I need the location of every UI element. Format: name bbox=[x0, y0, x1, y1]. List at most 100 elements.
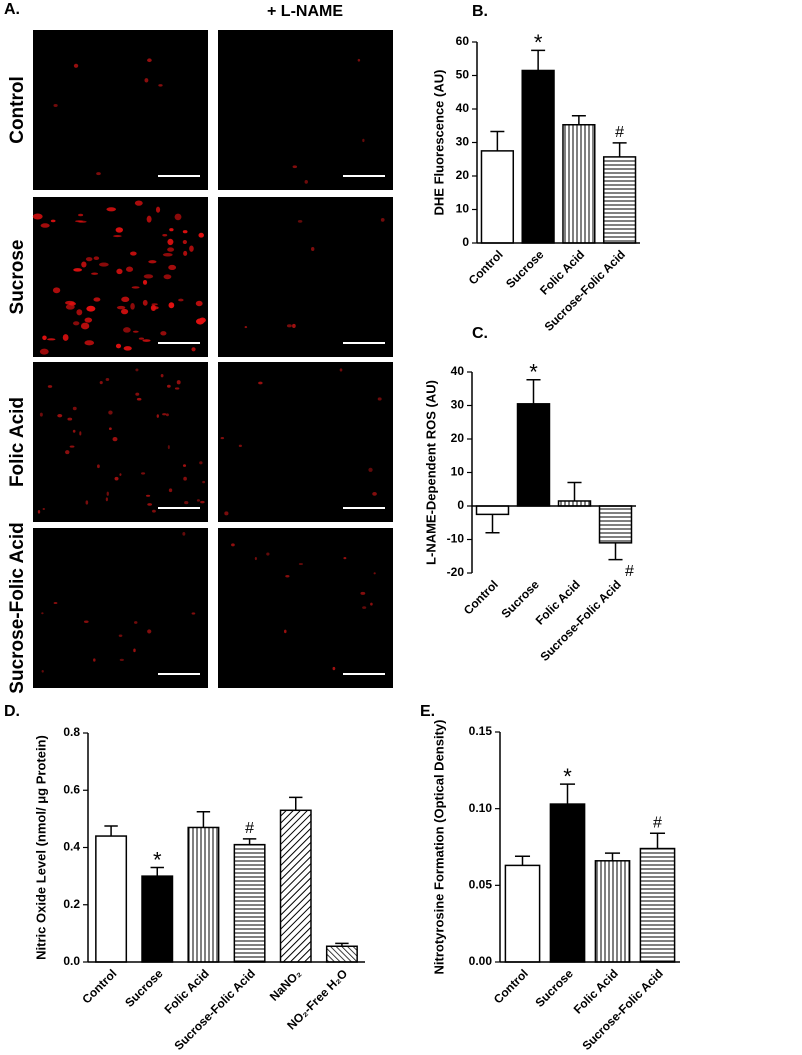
error-bar bbox=[567, 481, 582, 501]
fluorescence-spot bbox=[380, 218, 385, 222]
fluorescence-spot bbox=[370, 602, 373, 606]
fluorescence-spot bbox=[99, 381, 103, 385]
fluorescence-spot bbox=[130, 251, 137, 256]
bar bbox=[475, 505, 510, 516]
fluorescence-spot bbox=[200, 500, 205, 504]
fluorescence-spot bbox=[114, 476, 119, 481]
row-label: Folic Acid bbox=[7, 397, 28, 487]
panel-label: C. bbox=[472, 325, 488, 342]
fluorescence-spot bbox=[146, 215, 152, 223]
fluorescence-spot bbox=[108, 410, 113, 415]
fluorescence-spot bbox=[41, 612, 44, 615]
fluorescence-spot bbox=[182, 532, 186, 536]
y-tick-label: 0.15 bbox=[469, 724, 493, 738]
row-label: Control bbox=[7, 76, 28, 144]
y-tick-label: 0.0 bbox=[63, 954, 80, 968]
fluorescence-spot bbox=[81, 261, 87, 268]
fluorescence-spot bbox=[65, 450, 70, 455]
fluorescence-spot bbox=[118, 634, 123, 637]
fluorescence-spot bbox=[150, 304, 157, 311]
significance-mark: # bbox=[653, 814, 662, 831]
fluorescence-spot bbox=[57, 413, 63, 418]
row-label: Sucrose-Folic Acid bbox=[7, 522, 28, 693]
fluorescence-spot bbox=[162, 252, 173, 257]
fluorescence-spot bbox=[155, 206, 161, 213]
micrograph bbox=[218, 528, 393, 688]
fluorescence-spot bbox=[189, 245, 194, 252]
micrograph bbox=[218, 197, 393, 357]
fluorescence-spot bbox=[231, 543, 235, 547]
panel-label: D. bbox=[4, 703, 20, 720]
bar bbox=[594, 860, 631, 963]
fluorescence-spot bbox=[86, 305, 96, 312]
fluorescence-spot bbox=[115, 343, 122, 349]
fluorescence-spot bbox=[224, 511, 229, 516]
error-bar bbox=[526, 378, 541, 404]
y-tick-label: 0.8 bbox=[63, 725, 80, 739]
y-tick-label: -20 bbox=[447, 565, 465, 579]
fluorescence-spot bbox=[196, 499, 200, 502]
fluorescence-spot bbox=[142, 279, 148, 285]
x-tick-label: Sucrose-Folic Acid bbox=[537, 577, 623, 663]
fluorescence-spot bbox=[357, 58, 361, 62]
micrograph bbox=[218, 30, 393, 190]
fluorescence-spot bbox=[125, 266, 134, 272]
fluorescence-spot bbox=[360, 591, 366, 595]
micrograph bbox=[218, 362, 393, 522]
fluorescence-spot bbox=[162, 413, 167, 416]
fluorescence-spot bbox=[96, 172, 101, 176]
fluorescence-spot bbox=[163, 274, 172, 280]
fluorescence-spot bbox=[147, 58, 152, 63]
fluorescence-spot bbox=[145, 494, 151, 497]
y-axis-label: Nitric Oxide Level (nmol/ μg Protein) bbox=[33, 735, 48, 960]
y-tick-label: 0.00 bbox=[469, 954, 493, 968]
fluorescence-spot bbox=[62, 334, 69, 341]
fluorescence-spot bbox=[119, 473, 122, 476]
y-tick-label: 0.2 bbox=[63, 897, 80, 911]
fluorescence-spot bbox=[73, 63, 79, 68]
micrograph bbox=[33, 528, 208, 688]
fluorescence-spot bbox=[93, 256, 100, 261]
fluorescence-spot bbox=[135, 368, 139, 372]
fluorescence-spot bbox=[160, 331, 167, 336]
bar bbox=[602, 156, 637, 244]
fluorescence-spot bbox=[112, 436, 118, 442]
fluorescence-spot bbox=[332, 666, 336, 671]
fluorescence-spot bbox=[168, 488, 173, 493]
fluorescence-spot bbox=[123, 346, 132, 351]
fluorescence-spot bbox=[183, 476, 187, 481]
fluorescence-spot bbox=[84, 317, 93, 323]
fluorescence-spot bbox=[85, 500, 89, 505]
bar bbox=[187, 826, 220, 963]
bar bbox=[598, 505, 633, 544]
fluorescence-spot bbox=[199, 461, 203, 465]
fluorescence-spot bbox=[65, 300, 75, 305]
fluorescence-spot bbox=[130, 303, 135, 310]
fluorescence-spot bbox=[266, 552, 270, 556]
fluorescence-spot bbox=[116, 305, 126, 310]
fluorescence-spot bbox=[84, 340, 95, 346]
fluorescence-spot bbox=[138, 337, 144, 340]
y-tick-label: 10 bbox=[451, 465, 465, 479]
fluorescence-spot bbox=[372, 491, 377, 496]
significance-mark: * bbox=[563, 764, 572, 789]
fluorescence-spot bbox=[160, 373, 164, 378]
micrograph bbox=[33, 197, 208, 357]
fluorescence-spot bbox=[373, 572, 376, 575]
micrograph bbox=[33, 362, 208, 522]
bar bbox=[141, 875, 174, 963]
y-tick-label: 40 bbox=[451, 364, 465, 378]
fluorescence-spot bbox=[123, 327, 131, 333]
fluorescence-spot bbox=[143, 274, 154, 279]
fluorescence-spot bbox=[377, 397, 382, 401]
error-bar bbox=[196, 810, 211, 828]
y-tick-label: 20 bbox=[456, 168, 470, 182]
error-bar bbox=[485, 514, 500, 534]
fluorescence-spot bbox=[140, 472, 146, 475]
fluorescence-spot bbox=[144, 78, 149, 83]
bar bbox=[95, 835, 128, 963]
fluorescence-spot bbox=[283, 629, 287, 634]
bar bbox=[325, 945, 358, 963]
fluorescence-spot bbox=[147, 503, 153, 506]
